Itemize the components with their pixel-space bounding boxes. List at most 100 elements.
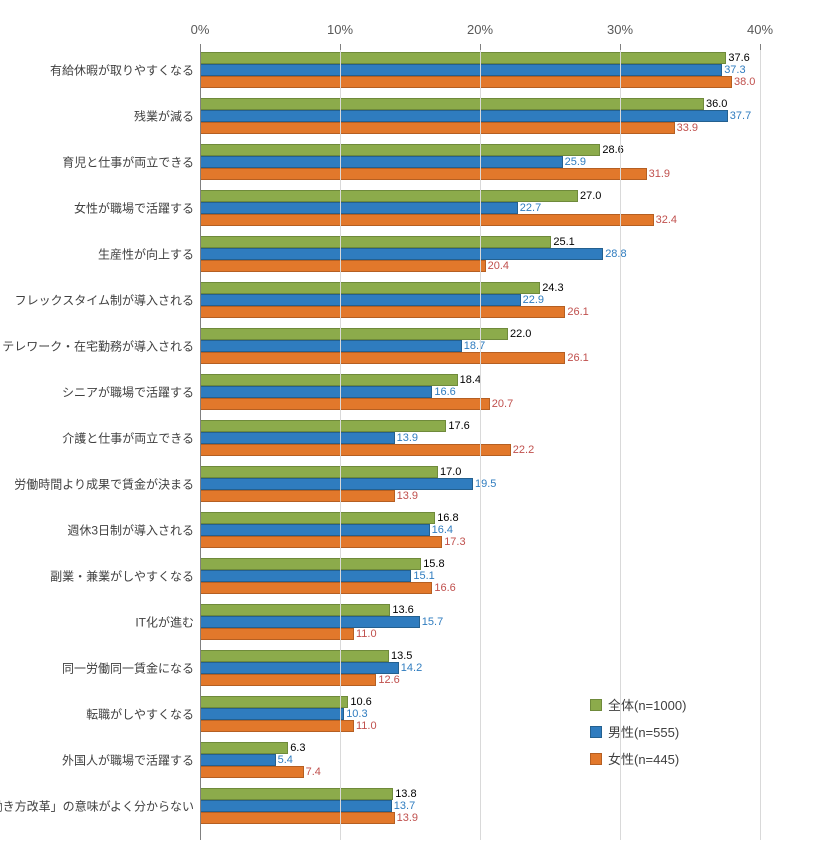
category-label: 同一労働同一賃金になる bbox=[62, 660, 200, 677]
value-label: 7.4 bbox=[303, 766, 321, 778]
bar: 26.1 bbox=[200, 306, 565, 318]
value-label: 13.9 bbox=[394, 432, 418, 444]
bar: 22.2 bbox=[200, 444, 511, 456]
category-label: IT化が進む bbox=[135, 614, 200, 631]
value-label: 15.8 bbox=[420, 558, 444, 570]
horizontal-grouped-bar-chart: 有給休暇が取りやすくなる37.637.338.0残業が減る36.037.733.… bbox=[0, 0, 840, 865]
value-label: 36.0 bbox=[703, 98, 727, 110]
bar: 10.6 bbox=[200, 696, 348, 708]
bar: 13.5 bbox=[200, 650, 389, 662]
category-label: 介護と仕事が両立できる bbox=[62, 430, 200, 447]
bar: 22.9 bbox=[200, 294, 521, 306]
value-label: 13.5 bbox=[388, 650, 412, 662]
value-label: 16.6 bbox=[431, 386, 455, 398]
value-label: 10.6 bbox=[347, 696, 371, 708]
bar: 37.3 bbox=[200, 64, 722, 76]
value-label: 25.1 bbox=[550, 236, 574, 248]
bar: 28.8 bbox=[200, 248, 603, 260]
value-label: 24.3 bbox=[539, 282, 563, 294]
bar: 18.7 bbox=[200, 340, 462, 352]
bar: 13.8 bbox=[200, 788, 393, 800]
value-label: 19.5 bbox=[472, 478, 496, 490]
bar: 20.4 bbox=[200, 260, 486, 272]
legend: 全体(n=1000)男性(n=555)女性(n=445) bbox=[590, 695, 686, 776]
category-label: シニアが職場で活躍する bbox=[62, 384, 200, 401]
gridline bbox=[340, 50, 341, 840]
category-label: フレックスタイム制が導入される bbox=[15, 292, 200, 309]
value-label: 37.3 bbox=[721, 64, 745, 76]
bar: 14.2 bbox=[200, 662, 399, 674]
bar: 16.4 bbox=[200, 524, 430, 536]
value-label: 13.6 bbox=[389, 604, 413, 616]
value-label: 20.7 bbox=[489, 398, 513, 410]
value-label: 17.3 bbox=[441, 536, 465, 548]
value-label: 17.6 bbox=[445, 420, 469, 432]
category-label: 外国人が職場で活躍する bbox=[62, 752, 200, 769]
legend-label: 女性(n=445) bbox=[608, 749, 679, 768]
bar: 12.6 bbox=[200, 674, 376, 686]
category-label: 残業が減る bbox=[134, 108, 200, 125]
category-label: 女性が職場で活躍する bbox=[74, 200, 200, 217]
bar: 16.6 bbox=[200, 386, 432, 398]
bar: 13.7 bbox=[200, 800, 392, 812]
value-label: 31.9 bbox=[646, 168, 670, 180]
bar: 7.4 bbox=[200, 766, 304, 778]
bar: 28.6 bbox=[200, 144, 600, 156]
value-label: 28.8 bbox=[602, 248, 626, 260]
gridline bbox=[200, 50, 201, 840]
category-label: 労働時間より成果で賃金が決まる bbox=[14, 476, 200, 493]
gridline bbox=[620, 50, 621, 840]
value-label: 13.9 bbox=[394, 490, 418, 502]
axis-tickmark bbox=[200, 44, 201, 50]
bar: 17.3 bbox=[200, 536, 442, 548]
bar: 20.7 bbox=[200, 398, 490, 410]
bar: 15.1 bbox=[200, 570, 411, 582]
category-label: 副業・兼業がしやすくなる bbox=[50, 568, 200, 585]
bar: 10.3 bbox=[200, 708, 344, 720]
value-label: 16.8 bbox=[434, 512, 458, 524]
bar: 17.6 bbox=[200, 420, 446, 432]
value-label: 32.4 bbox=[653, 214, 677, 226]
value-label: 13.7 bbox=[391, 800, 415, 812]
value-label: 5.4 bbox=[275, 754, 293, 766]
bar: 27.0 bbox=[200, 190, 578, 202]
bar: 6.3 bbox=[200, 742, 288, 754]
bar: 38.0 bbox=[200, 76, 732, 88]
bar: 26.1 bbox=[200, 352, 565, 364]
bar: 13.6 bbox=[200, 604, 390, 616]
gridline bbox=[760, 50, 761, 840]
value-label: 13.8 bbox=[392, 788, 416, 800]
bar: 32.4 bbox=[200, 214, 654, 226]
value-label: 18.7 bbox=[461, 340, 485, 352]
axis-tickmark bbox=[480, 44, 481, 50]
axis-tick-label: 20% bbox=[467, 22, 493, 37]
value-label: 37.7 bbox=[727, 110, 751, 122]
axis-tickmark bbox=[340, 44, 341, 50]
value-label: 22.7 bbox=[517, 202, 541, 214]
legend-label: 男性(n=555) bbox=[608, 722, 679, 741]
value-label: 11.0 bbox=[353, 628, 377, 640]
bar: 22.0 bbox=[200, 328, 508, 340]
value-label: 18.4 bbox=[457, 374, 481, 386]
bar: 16.6 bbox=[200, 582, 432, 594]
legend-swatch bbox=[590, 753, 602, 765]
bar: 37.7 bbox=[200, 110, 728, 122]
value-label: 16.4 bbox=[429, 524, 453, 536]
bar: 15.8 bbox=[200, 558, 421, 570]
legend-swatch bbox=[590, 699, 602, 711]
category-label: 転職がしやすくなる bbox=[86, 706, 200, 723]
bar: 33.9 bbox=[200, 122, 675, 134]
category-label: 週休3日制が導入される bbox=[67, 522, 200, 539]
bar: 11.0 bbox=[200, 720, 354, 732]
value-label: 22.2 bbox=[510, 444, 534, 456]
category-label: テレワーク・在宅勤務が導入される bbox=[2, 338, 200, 355]
value-label: 37.6 bbox=[725, 52, 749, 64]
value-label: 15.1 bbox=[410, 570, 434, 582]
axis-tick-label: 0% bbox=[191, 22, 210, 37]
axis-tickmark bbox=[620, 44, 621, 50]
value-label: 26.1 bbox=[564, 306, 588, 318]
bar: 25.9 bbox=[200, 156, 563, 168]
bar: 37.6 bbox=[200, 52, 726, 64]
gridline bbox=[480, 50, 481, 840]
value-label: 13.9 bbox=[394, 812, 418, 824]
